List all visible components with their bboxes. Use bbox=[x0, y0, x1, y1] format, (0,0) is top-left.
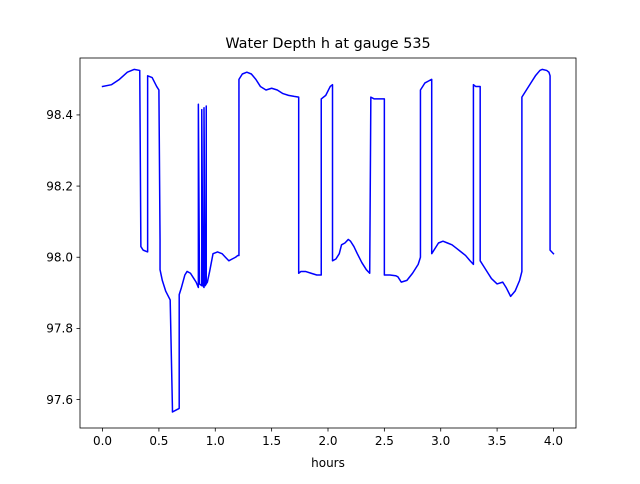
y-axis-ticks: 97.6 97.8 98.0 98.2 98.4 bbox=[46, 108, 80, 407]
x-tick-label: 3.5 bbox=[488, 434, 507, 448]
x-axis-label: hours bbox=[311, 456, 345, 470]
x-axis-ticks: 0.0 0.5 1.0 1.5 2.0 2.5 3.0 3.5 4.0 bbox=[93, 428, 563, 448]
y-tick-label: 98.2 bbox=[46, 179, 73, 193]
series-line-0 bbox=[101, 68, 555, 413]
chart-title: Water Depth h at gauge 535 bbox=[225, 36, 430, 52]
x-tick-label: 1.0 bbox=[206, 434, 225, 448]
x-tick-label: 1.5 bbox=[262, 434, 281, 448]
y-tick-label: 98.0 bbox=[46, 251, 73, 265]
x-tick-label: 3.0 bbox=[431, 434, 450, 448]
x-tick-label: 0.0 bbox=[93, 434, 112, 448]
x-tick-label: 0.5 bbox=[149, 434, 168, 448]
x-tick-label: 2.0 bbox=[318, 434, 337, 448]
y-tick-label: 97.6 bbox=[46, 393, 73, 407]
plot-layer bbox=[101, 68, 555, 413]
x-tick-label: 4.0 bbox=[544, 434, 563, 448]
axes-frame bbox=[79, 57, 577, 429]
x-tick-label: 2.5 bbox=[375, 434, 394, 448]
y-tick-label: 97.8 bbox=[46, 322, 73, 336]
y-tick-label: 98.4 bbox=[46, 108, 73, 122]
